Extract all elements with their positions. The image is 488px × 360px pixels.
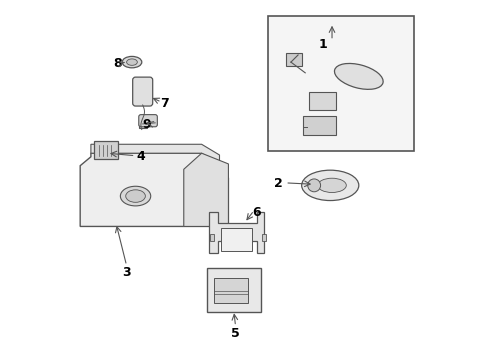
Polygon shape xyxy=(183,153,228,226)
FancyBboxPatch shape xyxy=(261,234,265,241)
Ellipse shape xyxy=(126,59,137,65)
Ellipse shape xyxy=(122,57,142,68)
Ellipse shape xyxy=(125,190,145,202)
Ellipse shape xyxy=(120,186,150,206)
Polygon shape xyxy=(80,153,228,226)
FancyBboxPatch shape xyxy=(303,116,335,135)
FancyBboxPatch shape xyxy=(206,267,260,312)
Text: 5: 5 xyxy=(231,327,240,340)
Ellipse shape xyxy=(334,63,383,89)
Ellipse shape xyxy=(301,170,358,201)
Polygon shape xyxy=(91,144,219,164)
Text: 1: 1 xyxy=(318,38,327,51)
FancyBboxPatch shape xyxy=(94,141,118,158)
FancyBboxPatch shape xyxy=(132,77,152,106)
FancyBboxPatch shape xyxy=(139,114,157,127)
Text: 7: 7 xyxy=(160,97,168,110)
FancyBboxPatch shape xyxy=(214,278,247,303)
FancyBboxPatch shape xyxy=(221,228,251,251)
FancyBboxPatch shape xyxy=(267,16,413,152)
Text: 3: 3 xyxy=(122,266,131,279)
Text: 6: 6 xyxy=(252,206,261,219)
FancyBboxPatch shape xyxy=(285,53,301,66)
Text: 2: 2 xyxy=(273,177,282,190)
FancyBboxPatch shape xyxy=(210,234,214,241)
FancyBboxPatch shape xyxy=(308,93,335,111)
Text: 4: 4 xyxy=(136,150,145,163)
Ellipse shape xyxy=(317,178,346,193)
Polygon shape xyxy=(208,212,264,253)
Text: 9: 9 xyxy=(142,118,150,131)
Circle shape xyxy=(307,179,320,192)
FancyBboxPatch shape xyxy=(139,122,147,128)
Text: 8: 8 xyxy=(113,57,122,71)
